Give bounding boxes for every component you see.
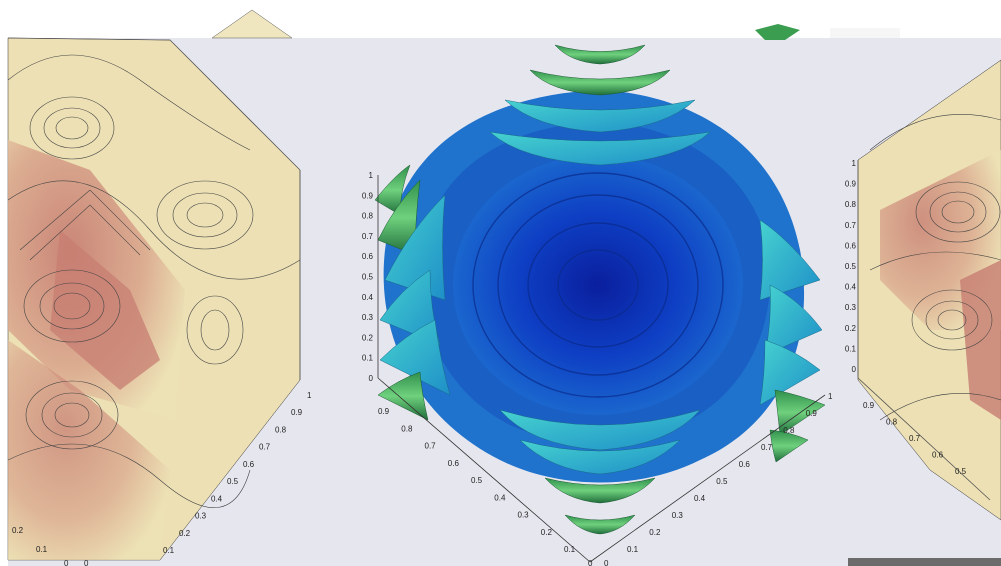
left-plot-depth-tick: 0.1 <box>163 546 175 555</box>
center-isosurface <box>374 44 826 563</box>
center-plot-z-tick: 0.7 <box>362 232 374 241</box>
center-plot-y-tick: 0.4 <box>694 494 706 503</box>
left-contour-cube <box>7 37 301 561</box>
center-plot-x-tick: 0.5 <box>471 476 483 485</box>
center-plot-z-tick: 0.3 <box>362 313 374 322</box>
center-plot-x-tick: 0.8 <box>401 424 413 433</box>
center-plot-x-tick: 0.1 <box>564 545 576 554</box>
right-contour-cube <box>857 59 1001 521</box>
left-plot-depth-tick: 0.9 <box>291 408 303 417</box>
center-plot-corner-tick: 0 <box>604 559 609 566</box>
center-plot-y-tick: 0.6 <box>739 460 751 469</box>
center-plot-z-tick: 0.2 <box>362 333 374 342</box>
left-plot-depth-tick: 1 <box>307 391 312 400</box>
center-plot-x-tick: 0.3 <box>518 511 530 520</box>
center-plot-y-tick: 0.1 <box>627 545 639 554</box>
right-plot-z-tick: 0.5 <box>845 262 857 271</box>
right-plot-z-tick: 0.9 <box>845 180 857 189</box>
center-plot-x-tick: 0.7 <box>425 442 437 451</box>
faint-overlay <box>830 28 900 38</box>
center-plot-z-tick: 0.8 <box>362 212 374 221</box>
right-plot-z-tick: 0.6 <box>845 241 857 250</box>
center-plot-z-tick: 0.5 <box>362 273 374 282</box>
center-plot-y-tick: 0.7 <box>761 443 773 452</box>
right-plot-z-tick: 0.7 <box>845 221 857 230</box>
right-plot-x-tick: 0.9 <box>863 401 875 410</box>
left-plot-corner-tick: 0 <box>64 559 69 566</box>
right-plot-z-tick: 0.1 <box>845 344 857 353</box>
center-plot-y-tick: 0.5 <box>716 477 728 486</box>
left-plot-depth-tick: 0.3 <box>195 512 207 521</box>
right-plot-z-tick: 0.2 <box>845 324 857 333</box>
center-plot-z-tick: 0 <box>369 374 374 383</box>
left-plot-front-tick: 0.1 <box>36 545 48 554</box>
left-plot-depth-tick: 0.6 <box>243 460 255 469</box>
right-plot-z-tick: 0.8 <box>845 200 857 209</box>
right-plot-x-tick: 0.7 <box>909 434 921 443</box>
center-plot-z-tick: 1 <box>369 171 374 180</box>
left-plot-corner-tick: 0 <box>84 559 89 566</box>
right-plot-z-tick: 0.3 <box>845 303 857 312</box>
top-cube-corner <box>211 9 293 39</box>
center-plot-z-tick: 0.9 <box>362 191 374 200</box>
center-plot-corner-tick: 0 <box>588 559 593 566</box>
center-plot-z-tick: 0.6 <box>362 252 374 261</box>
center-plot-x-tick: 0.4 <box>494 493 506 502</box>
center-plot-x-tick: 0.2 <box>541 528 553 537</box>
center-plot-y-tick: 0.8 <box>783 426 795 435</box>
center-plot-y-tick: 0.2 <box>649 528 661 537</box>
center-plot-z-tick: 0.1 <box>362 354 374 363</box>
right-plot-z-tick: 0.4 <box>845 283 857 292</box>
left-plot-depth-tick: 0.5 <box>227 477 239 486</box>
center-plot-x-tick: 0.6 <box>448 459 460 468</box>
left-plot-front-tick: 0.2 <box>12 526 24 535</box>
left-plot-depth-tick: 0.7 <box>259 443 271 452</box>
right-plot-x-tick: 0.6 <box>932 451 944 460</box>
center-plot-x-tick: 0.9 <box>378 407 390 416</box>
center-plot-y-tick: 0.3 <box>672 511 684 520</box>
left-plot-depth-tick: 0.4 <box>211 494 223 503</box>
center-plot-y-tick: 1 <box>828 392 833 401</box>
right-plot-x-tick: 0.8 <box>886 418 898 427</box>
right-plot-z-tick: 1 <box>852 159 857 168</box>
left-plot-depth-tick: 0.2 <box>179 529 191 538</box>
center-plot-z-tick: 0.4 <box>362 293 374 302</box>
axis-tick-labels: 1 0.9 0.8 0.7 0.6 0.5 0.4 0.3 0.2 0.1 0.2 0.1 0 0 1 0.9… <box>12 159 967 566</box>
right-plot-x-tick: 0.5 <box>955 467 967 476</box>
bottom-bar <box>848 558 1001 566</box>
left-plot-depth-tick: 0.8 <box>275 425 287 434</box>
center-plot-y-tick: 0.9 <box>806 409 818 418</box>
right-plot-z-tick: 0 <box>852 365 857 374</box>
top-green-fragment <box>755 24 800 40</box>
